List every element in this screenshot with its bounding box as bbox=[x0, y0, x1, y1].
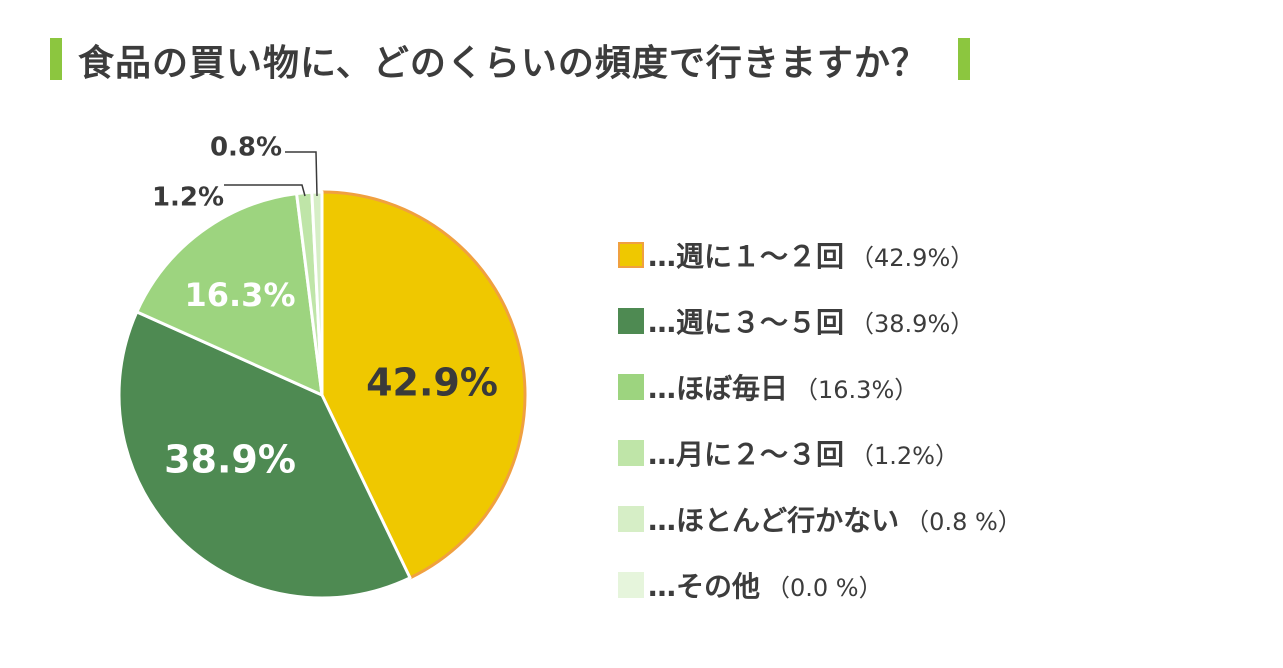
pie-slice bbox=[320, 190, 527, 580]
slice-data-label: 1.2% bbox=[152, 183, 224, 213]
slice-data-label: 42.9% bbox=[366, 361, 498, 405]
legend-label: …ほぼ毎日 bbox=[648, 372, 789, 405]
legend-label: …その他 bbox=[648, 570, 761, 603]
legend-percent: （38.9%） bbox=[850, 309, 975, 338]
legend-item: …ほぼ毎日 （16.3%） bbox=[618, 354, 1022, 420]
legend-percent: （0.0 %） bbox=[766, 573, 883, 602]
leader-line bbox=[285, 151, 318, 197]
legend-swatch bbox=[618, 308, 644, 334]
legend-item: …週に１〜２回 （42.9%） bbox=[618, 222, 1022, 288]
legend-swatch bbox=[618, 374, 644, 400]
legend-item: …週に３〜５回 （38.9%） bbox=[618, 288, 1022, 354]
legend-percent: （16.3%） bbox=[794, 375, 919, 404]
slice-data-label: 38.9% bbox=[164, 438, 296, 482]
legend-swatch bbox=[618, 242, 644, 268]
legend-label: …月に２〜３回 bbox=[648, 438, 845, 471]
title-left-bar bbox=[50, 38, 62, 80]
slice-data-label: 0.8% bbox=[210, 133, 282, 163]
legend-label: …週に３〜５回 bbox=[648, 306, 845, 339]
legend-item: …ほとんど行かない （0.8 %） bbox=[618, 486, 1022, 552]
pie-slice bbox=[135, 192, 324, 397]
legend-percent: （42.9%） bbox=[850, 243, 975, 272]
legend-label: …ほとんど行かない bbox=[648, 504, 900, 537]
leader-line bbox=[224, 184, 306, 197]
legend: …週に１〜２回 （42.9%） …週に３〜５回 （38.9%） …ほぼ毎日 （16.3%）… bbox=[618, 222, 1022, 618]
legend-item: …その他 （0.0 %） bbox=[618, 552, 1022, 618]
chart-title: 食品の買い物に、どのくらいの頻度で行きますか？ bbox=[78, 43, 928, 84]
legend-percent: （0.8 %） bbox=[905, 507, 1022, 536]
title-right-bar bbox=[958, 38, 970, 80]
legend-swatch bbox=[618, 506, 644, 532]
pie-slice bbox=[117, 310, 412, 600]
legend-swatch bbox=[618, 572, 644, 598]
legend-item: …月に２〜３回 （1.2%） bbox=[618, 420, 1022, 486]
pie-chart: 42.9% 38.9% 16.3% 1.2% 0.8% bbox=[117, 133, 527, 600]
legend-label: …週に１〜２回 bbox=[648, 240, 845, 273]
legend-percent: （1.2%） bbox=[850, 441, 959, 470]
legend-swatch bbox=[618, 440, 644, 466]
slice-data-label: 16.3% bbox=[184, 276, 295, 314]
